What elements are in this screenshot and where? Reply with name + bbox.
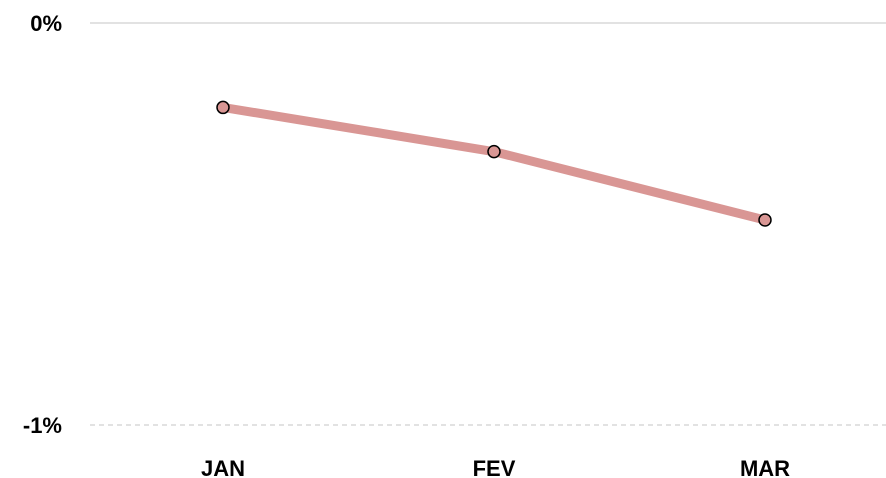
data-point-mar bbox=[758, 213, 772, 227]
gridlines bbox=[90, 22, 886, 426]
x-tick-label: JAN bbox=[201, 456, 245, 478]
data-point-fev bbox=[487, 144, 501, 159]
y-tick-label: 0% bbox=[30, 11, 62, 36]
y-axis-ticks: 0% -1% bbox=[23, 11, 62, 438]
series-line bbox=[218, 102, 770, 225]
x-axis-ticks: JAN FEV MAR bbox=[201, 456, 790, 478]
y-tick-label: -1% bbox=[23, 413, 62, 438]
data-point-jan bbox=[216, 100, 230, 115]
x-tick-label: FEV bbox=[473, 456, 516, 478]
x-tick-label: MAR bbox=[740, 456, 790, 478]
series-group bbox=[216, 100, 772, 227]
